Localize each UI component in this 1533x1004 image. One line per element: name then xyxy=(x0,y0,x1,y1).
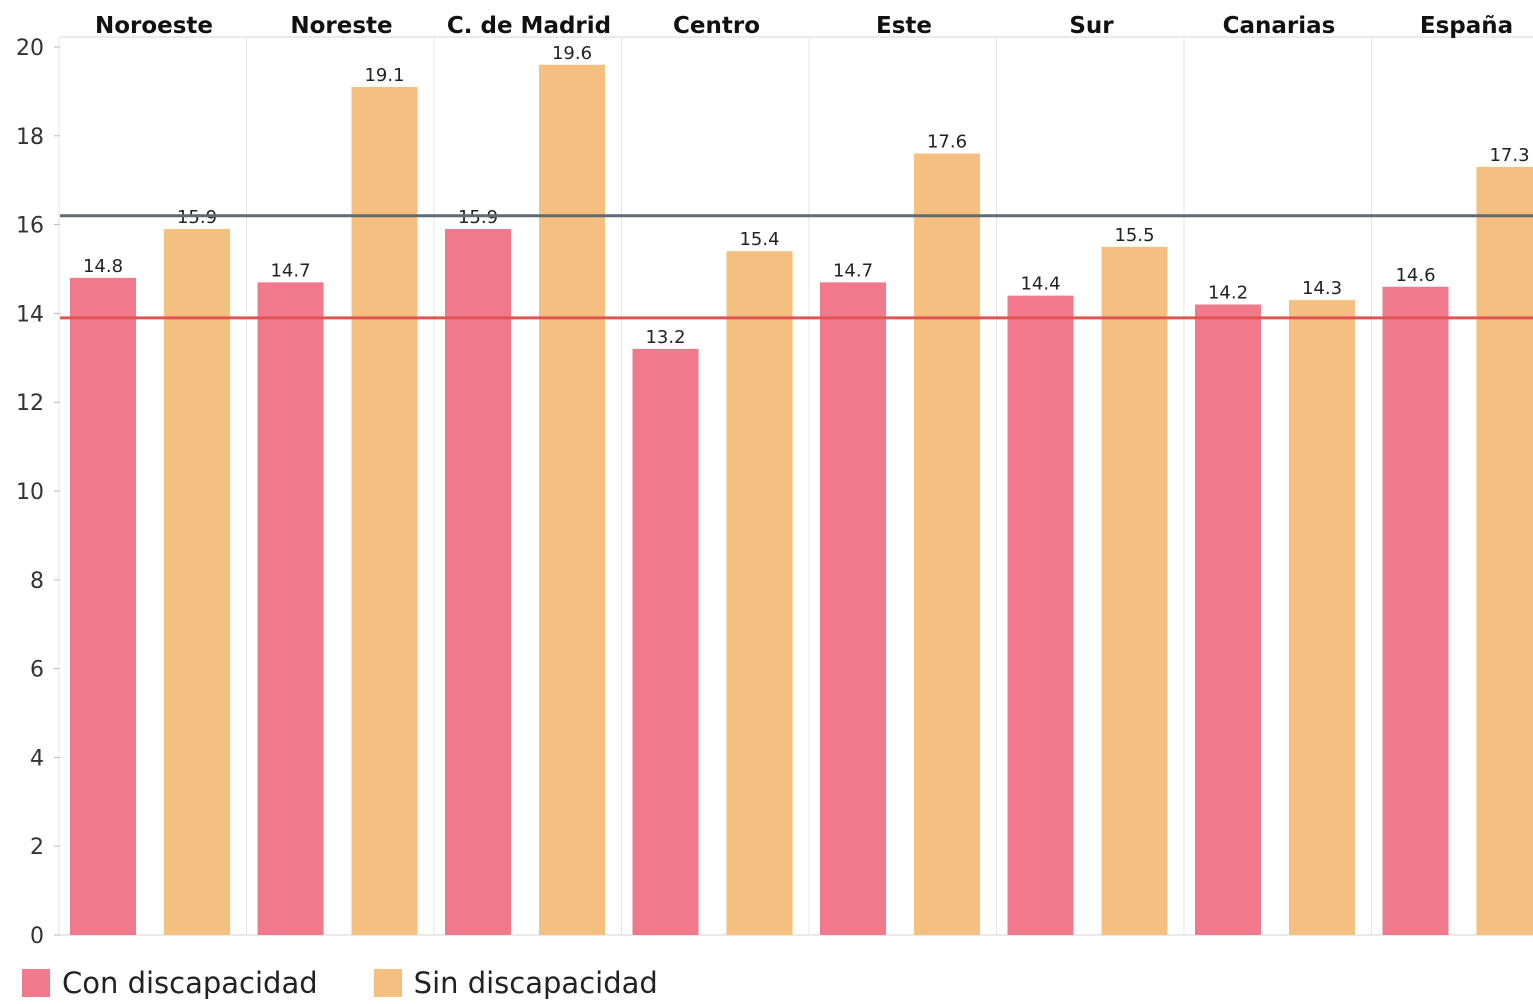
legend-label: Sin discapacidad xyxy=(413,966,658,1000)
bar xyxy=(539,64,605,935)
bar xyxy=(164,229,230,936)
category-label: España xyxy=(1420,13,1513,39)
y-tick-label: 6 xyxy=(30,658,44,683)
bar-value-label: 14.7 xyxy=(833,260,873,281)
bar xyxy=(1007,295,1074,935)
bar xyxy=(820,282,886,935)
bar-value-label: 15.9 xyxy=(177,207,217,228)
bar-value-label: 17.3 xyxy=(1489,145,1529,166)
legend-item-sin-discapacidad: Sin discapacidad xyxy=(373,966,658,1000)
y-tick-label: 0 xyxy=(30,924,44,949)
y-tick-label: 2 xyxy=(30,835,44,860)
y-tick-label: 4 xyxy=(30,746,44,771)
bar xyxy=(1476,166,1533,935)
bar-value-label: 15.4 xyxy=(739,229,779,250)
bar-value-label: 19.6 xyxy=(552,43,592,64)
y-tick-label: 18 xyxy=(16,125,44,150)
bar-value-label: 17.6 xyxy=(927,132,967,153)
bar xyxy=(1195,304,1261,935)
y-tick-label: 10 xyxy=(16,480,44,505)
category-label: Noroeste xyxy=(95,13,213,39)
y-tick-label: 20 xyxy=(16,36,44,61)
category-label: Canarias xyxy=(1223,13,1336,39)
bar xyxy=(1382,286,1449,935)
legend-swatch-con-discapacidad xyxy=(22,969,50,997)
bar-chart: 0 2 4 6 8 10 12 14 16 18 20 14.8 15.9 14.7 19.1 15.9 19.… xyxy=(16,13,1533,949)
bar-value-label: 13.2 xyxy=(645,327,685,348)
bar-value-label: 14.2 xyxy=(1208,283,1248,304)
category-label: Centro xyxy=(673,13,760,39)
category-label: Noreste xyxy=(290,13,392,39)
y-tick-label: 12 xyxy=(16,391,44,416)
legend-item-con-discapacidad: Con discapacidad xyxy=(22,966,318,1000)
y-tick-label: 16 xyxy=(16,214,44,239)
bar xyxy=(1289,300,1355,936)
bar-value-label: 15.9 xyxy=(458,207,498,228)
y-tick-label: 14 xyxy=(16,302,44,327)
bar xyxy=(257,282,324,935)
bar xyxy=(914,153,980,935)
legend: Con discapacidad Sin discapacidad xyxy=(22,966,714,1000)
bar xyxy=(1101,246,1168,936)
bar-value-label: 19.1 xyxy=(364,65,404,86)
bar-value-label: 14.4 xyxy=(1020,274,1060,295)
y-tick-label: 8 xyxy=(30,569,44,594)
bar-value-label: 14.6 xyxy=(1395,265,1435,286)
bar xyxy=(445,229,511,936)
bar-value-label: 15.5 xyxy=(1114,225,1154,246)
bar-value-label: 14.7 xyxy=(270,260,310,281)
category-label: Sur xyxy=(1069,13,1114,39)
bar-value-label: 14.3 xyxy=(1302,278,1342,299)
category-label: C. de Madrid xyxy=(447,13,611,39)
bar xyxy=(70,277,136,935)
legend-swatch-sin-discapacidad xyxy=(373,969,402,997)
bar xyxy=(632,348,699,935)
bar xyxy=(351,86,418,935)
bar xyxy=(726,251,793,936)
category-label: Este xyxy=(876,13,932,39)
legend-label: Con discapacidad xyxy=(62,966,318,1000)
bar-value-label: 14.8 xyxy=(83,256,123,277)
